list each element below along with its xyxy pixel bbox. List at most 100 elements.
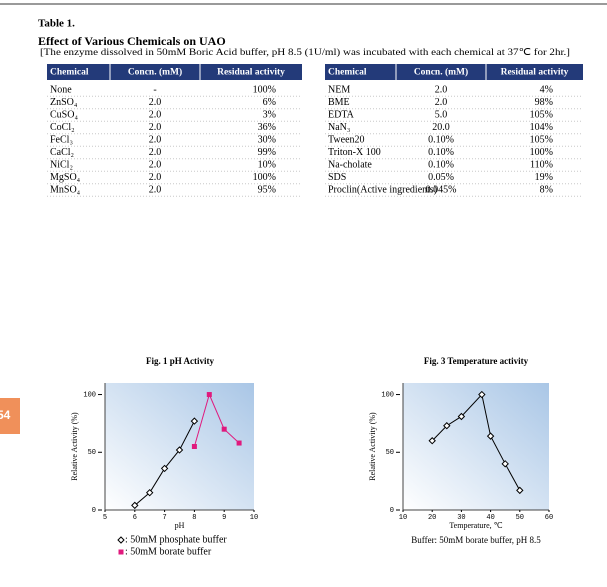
x-tick-label: 6 bbox=[133, 514, 137, 522]
cell: Proclin(Active ingredients) bbox=[328, 184, 437, 195]
cell: NEM bbox=[328, 84, 350, 95]
marker bbox=[145, 488, 154, 497]
cell: 3% bbox=[263, 109, 276, 120]
cell: 2.0 bbox=[149, 109, 162, 120]
cell: 2.0 bbox=[149, 184, 162, 195]
header-cell: Chemical bbox=[50, 68, 89, 78]
legend-marker bbox=[118, 549, 124, 555]
y-tick-label: 0 bbox=[92, 507, 96, 515]
cell: 20.0 bbox=[432, 122, 450, 133]
plot-area bbox=[403, 383, 549, 510]
chart-title: Fig. 3 Temperature activity bbox=[424, 356, 529, 366]
cell: 0.10% bbox=[428, 159, 454, 170]
cell: 99% bbox=[258, 147, 276, 158]
cell: 2.0 bbox=[149, 134, 162, 145]
cell: CuSO₄ bbox=[50, 109, 78, 120]
chart-title: Fig. 1 pH Activity bbox=[146, 356, 214, 366]
table-title: Effect of Various Chemicals on UAO bbox=[38, 34, 226, 48]
cell: 0.10% bbox=[428, 134, 454, 145]
legend-label: : 50mM borate buffer bbox=[125, 546, 212, 557]
cell: 2.0 bbox=[435, 97, 448, 108]
cell: CaCl₂ bbox=[50, 147, 74, 158]
table-subtitle: [The enzyme dissolved in 50mM Boric Acid… bbox=[40, 47, 570, 58]
cell: MnSO₄ bbox=[50, 184, 81, 195]
y-tick-label: 100 bbox=[83, 391, 96, 399]
marker bbox=[486, 432, 495, 440]
x-tick-label: 7 bbox=[162, 514, 166, 522]
y-tick-label: 0 bbox=[390, 507, 394, 515]
page-number: 54 bbox=[0, 408, 11, 422]
y-tick-label: 50 bbox=[386, 449, 394, 457]
cell: MgSO₄ bbox=[50, 172, 81, 183]
cell: 104% bbox=[530, 122, 553, 133]
table-label: Table 1. bbox=[38, 18, 75, 30]
chart-note: Buffer: 50mM borate buffer, pH 8.5 bbox=[411, 535, 541, 545]
table-header bbox=[325, 64, 583, 80]
x-tick-label: 20 bbox=[428, 514, 436, 522]
header-cell: Chemical bbox=[328, 68, 367, 78]
x-tick-label: 10 bbox=[250, 514, 258, 522]
marker bbox=[221, 426, 227, 432]
marker bbox=[478, 390, 486, 399]
cell: 105% bbox=[530, 109, 553, 120]
table-header bbox=[47, 64, 302, 80]
marker bbox=[516, 486, 524, 495]
marker bbox=[236, 440, 242, 446]
x-tick-label: 40 bbox=[486, 514, 494, 522]
series-line bbox=[193, 393, 240, 447]
cell: NaN₃ bbox=[328, 122, 350, 133]
marker bbox=[175, 446, 184, 454]
cell: 100% bbox=[253, 172, 276, 183]
header-cell: Residual activity bbox=[501, 68, 569, 78]
cell: 2.0 bbox=[149, 122, 162, 133]
cell: - bbox=[153, 84, 156, 95]
cell: 98% bbox=[535, 97, 553, 108]
cell: 10% bbox=[258, 159, 276, 170]
cell: 2.0 bbox=[149, 97, 162, 108]
cell: 2.0 bbox=[149, 147, 162, 158]
x-tick-label: 60 bbox=[545, 514, 553, 522]
cell: 6% bbox=[263, 97, 276, 108]
cell: 2.0 bbox=[149, 172, 162, 183]
marker bbox=[191, 444, 197, 449]
cell: EDTA bbox=[328, 109, 355, 120]
marker bbox=[131, 501, 139, 510]
cell: 0.10% bbox=[428, 147, 454, 158]
cell: None bbox=[50, 84, 72, 95]
cell: 8% bbox=[540, 184, 553, 195]
cell: 95% bbox=[258, 184, 276, 195]
x-tick-label: 8 bbox=[192, 514, 196, 522]
cell: 100% bbox=[253, 84, 276, 95]
x-tick-label: 10 bbox=[399, 514, 407, 522]
marker bbox=[206, 392, 212, 398]
cell: Tween20 bbox=[328, 134, 365, 145]
cell: 2.0 bbox=[435, 84, 448, 95]
marker bbox=[160, 464, 169, 473]
marker bbox=[190, 417, 199, 425]
cell: 2.0 bbox=[149, 159, 162, 170]
y-tick-label: 50 bbox=[88, 449, 96, 457]
cell: Triton-X 100 bbox=[328, 147, 381, 158]
legend-marker bbox=[117, 536, 125, 544]
x-tick-label: 30 bbox=[457, 514, 465, 522]
x-axis-label: pH bbox=[175, 521, 185, 530]
cell: 0.05% bbox=[428, 172, 454, 183]
cell: CoCl₂ bbox=[50, 122, 75, 133]
y-axis-label: Relative Activity (%) bbox=[70, 412, 79, 481]
cell: 36% bbox=[258, 122, 276, 133]
cell: 5.0 bbox=[435, 109, 448, 120]
marker bbox=[443, 422, 451, 430]
cell: NiCl₂ bbox=[50, 159, 73, 170]
cell: 105% bbox=[530, 134, 553, 145]
page-tab bbox=[0, 398, 20, 434]
y-tick-label: 100 bbox=[381, 391, 394, 399]
cell: SDS bbox=[328, 172, 346, 183]
marker bbox=[457, 412, 466, 421]
legend-label: : 50mM phosphate buffer bbox=[125, 534, 227, 545]
x-axis-label: Temperature, ℃ bbox=[449, 521, 502, 530]
header-cell: Concn. (mM) bbox=[128, 67, 182, 78]
cell: 110% bbox=[530, 159, 553, 170]
header-cell: Concn. (mM) bbox=[414, 67, 468, 78]
x-tick-label: 5 bbox=[103, 514, 107, 522]
